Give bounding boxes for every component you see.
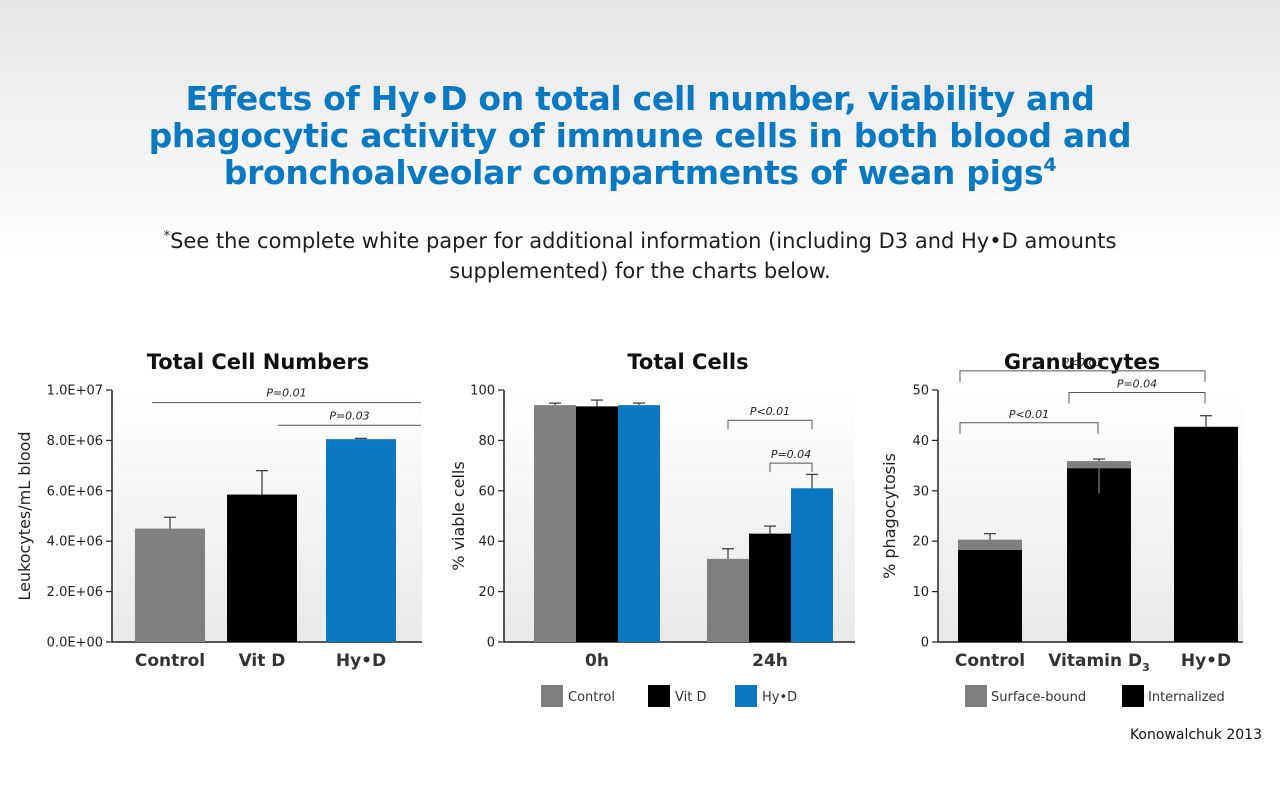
bar-surface-bound: [1067, 461, 1131, 469]
bar-surface-bound: [958, 539, 1022, 550]
x-category-label: 24h: [752, 651, 788, 671]
bar-0h-control: [534, 405, 576, 642]
x-category-label: Hy•D: [336, 651, 386, 671]
x-category-label: 0h: [585, 651, 609, 671]
bar-24h-hy-d: [791, 488, 833, 642]
legend-swatch-control: [541, 685, 563, 707]
bar-0h-hy-d: [618, 405, 660, 642]
bar-internalized: [1067, 468, 1131, 642]
y-tick-label: 10: [912, 585, 929, 600]
legend-label: Control: [568, 690, 615, 705]
y-tick-label: 4.0E+06: [47, 535, 103, 550]
bar-internalized: [1174, 426, 1238, 642]
y-tick-label: 30: [912, 484, 929, 499]
significance-label: P=0.03: [329, 409, 369, 422]
significance-bracket: [1068, 392, 1206, 404]
x-category-label: Vit D: [239, 651, 286, 671]
page-subtitle: *See the complete white paper for additi…: [120, 226, 1160, 286]
x-category-label: Control: [955, 651, 1025, 671]
y-tick-label: 0: [921, 636, 929, 651]
y-axis-label: % phagocytosis: [880, 453, 899, 579]
significance-label: P<0.01: [1009, 408, 1049, 421]
significance-label: P<0.01: [750, 405, 790, 418]
chart-granulocytes: Granulocytes % phagocytosis 0 10 20 30 40 50 Con…: [880, 350, 1243, 707]
significance-bracket: [769, 462, 813, 473]
legend-label: Vit D: [675, 690, 706, 705]
legend-label: Internalized: [1148, 690, 1225, 705]
chart-total-cell-numbers: Total Cell Numbers Leukocytes/mL blood 0.0…: [15, 350, 422, 671]
significance-label: P=0.04: [1117, 378, 1157, 391]
chart-title: Total Cell Numbers: [147, 350, 370, 374]
significance-label: P=0.04: [771, 448, 811, 461]
y-tick-label: 100: [470, 384, 495, 399]
category-main: Hy•D: [1181, 651, 1231, 671]
category-subscript: 3: [1142, 661, 1150, 674]
significance-bracket: [727, 419, 813, 430]
subtitle-text: See the complete white paper for additio…: [170, 229, 1117, 283]
y-tick-label: 2.0E+06: [47, 585, 103, 600]
citation: Konowalchuk 2013: [1129, 727, 1262, 743]
legend-label: Hy•D: [762, 690, 797, 705]
y-tick-label: 20: [478, 585, 495, 600]
page-title: Effects of Hy•D on total cell number, vi…: [90, 80, 1190, 191]
legend-swatch-hy-d: [735, 685, 757, 707]
legend-swatch-vit-d: [648, 685, 670, 707]
y-tick-label: 20: [912, 535, 929, 550]
y-tick-label: 0.0E+00: [47, 636, 103, 651]
y-tick-label: 60: [478, 484, 495, 499]
legend-swatch-surface-bound: [965, 685, 987, 707]
y-tick-label: 50: [912, 384, 929, 399]
bar-control: [135, 528, 205, 642]
x-category-label: Vitamin D3: [1048, 651, 1150, 674]
y-tick-label: 40: [478, 535, 495, 550]
y-axis-label: Leukocytes/mL blood: [15, 431, 34, 600]
subtitle-asterisk: *: [163, 229, 171, 244]
bar-24h-vit-d: [749, 533, 791, 642]
y-tick-label: 1.0E+07: [47, 384, 103, 399]
legend-swatch-internalized: [1122, 685, 1144, 707]
y-axis-label: % viable cells: [449, 461, 468, 570]
bar-24h-control: [707, 558, 749, 642]
significance-bracket: [959, 422, 1099, 434]
x-category-label: Hy•D: [1181, 651, 1231, 671]
bar-hy-d: [326, 439, 396, 642]
page-title-text: Effects of Hy•D on total cell number, vi…: [148, 79, 1132, 192]
page-title-reference: 4: [1043, 154, 1057, 176]
y-tick-label: 6.0E+06: [47, 484, 103, 499]
bar-internalized: [958, 549, 1022, 642]
category-main: Vitamin D: [1048, 651, 1142, 671]
significance-bracket: [959, 370, 1206, 382]
y-tick-label: 0: [487, 636, 495, 651]
y-tick-label: 8.0E+06: [47, 434, 103, 449]
bar-0h-vit-d: [576, 406, 618, 642]
y-tick-label: 80: [478, 434, 495, 449]
x-category-label: Control: [135, 651, 205, 671]
chart-total-cells: Total Cells % viable cells 0 20 40 60 80 100 0h 2…: [449, 350, 855, 707]
category-main: Control: [955, 651, 1025, 671]
chart-title: Total Cells: [627, 350, 748, 374]
significance-label: P=0.01: [266, 387, 306, 400]
bar-vit-d: [227, 494, 297, 642]
chart-title: Granulocytes: [1004, 350, 1160, 374]
y-tick-label: 40: [912, 434, 929, 449]
legend-label: Surface-bound: [991, 690, 1086, 705]
significance-label: P<0.01: [1062, 356, 1102, 369]
